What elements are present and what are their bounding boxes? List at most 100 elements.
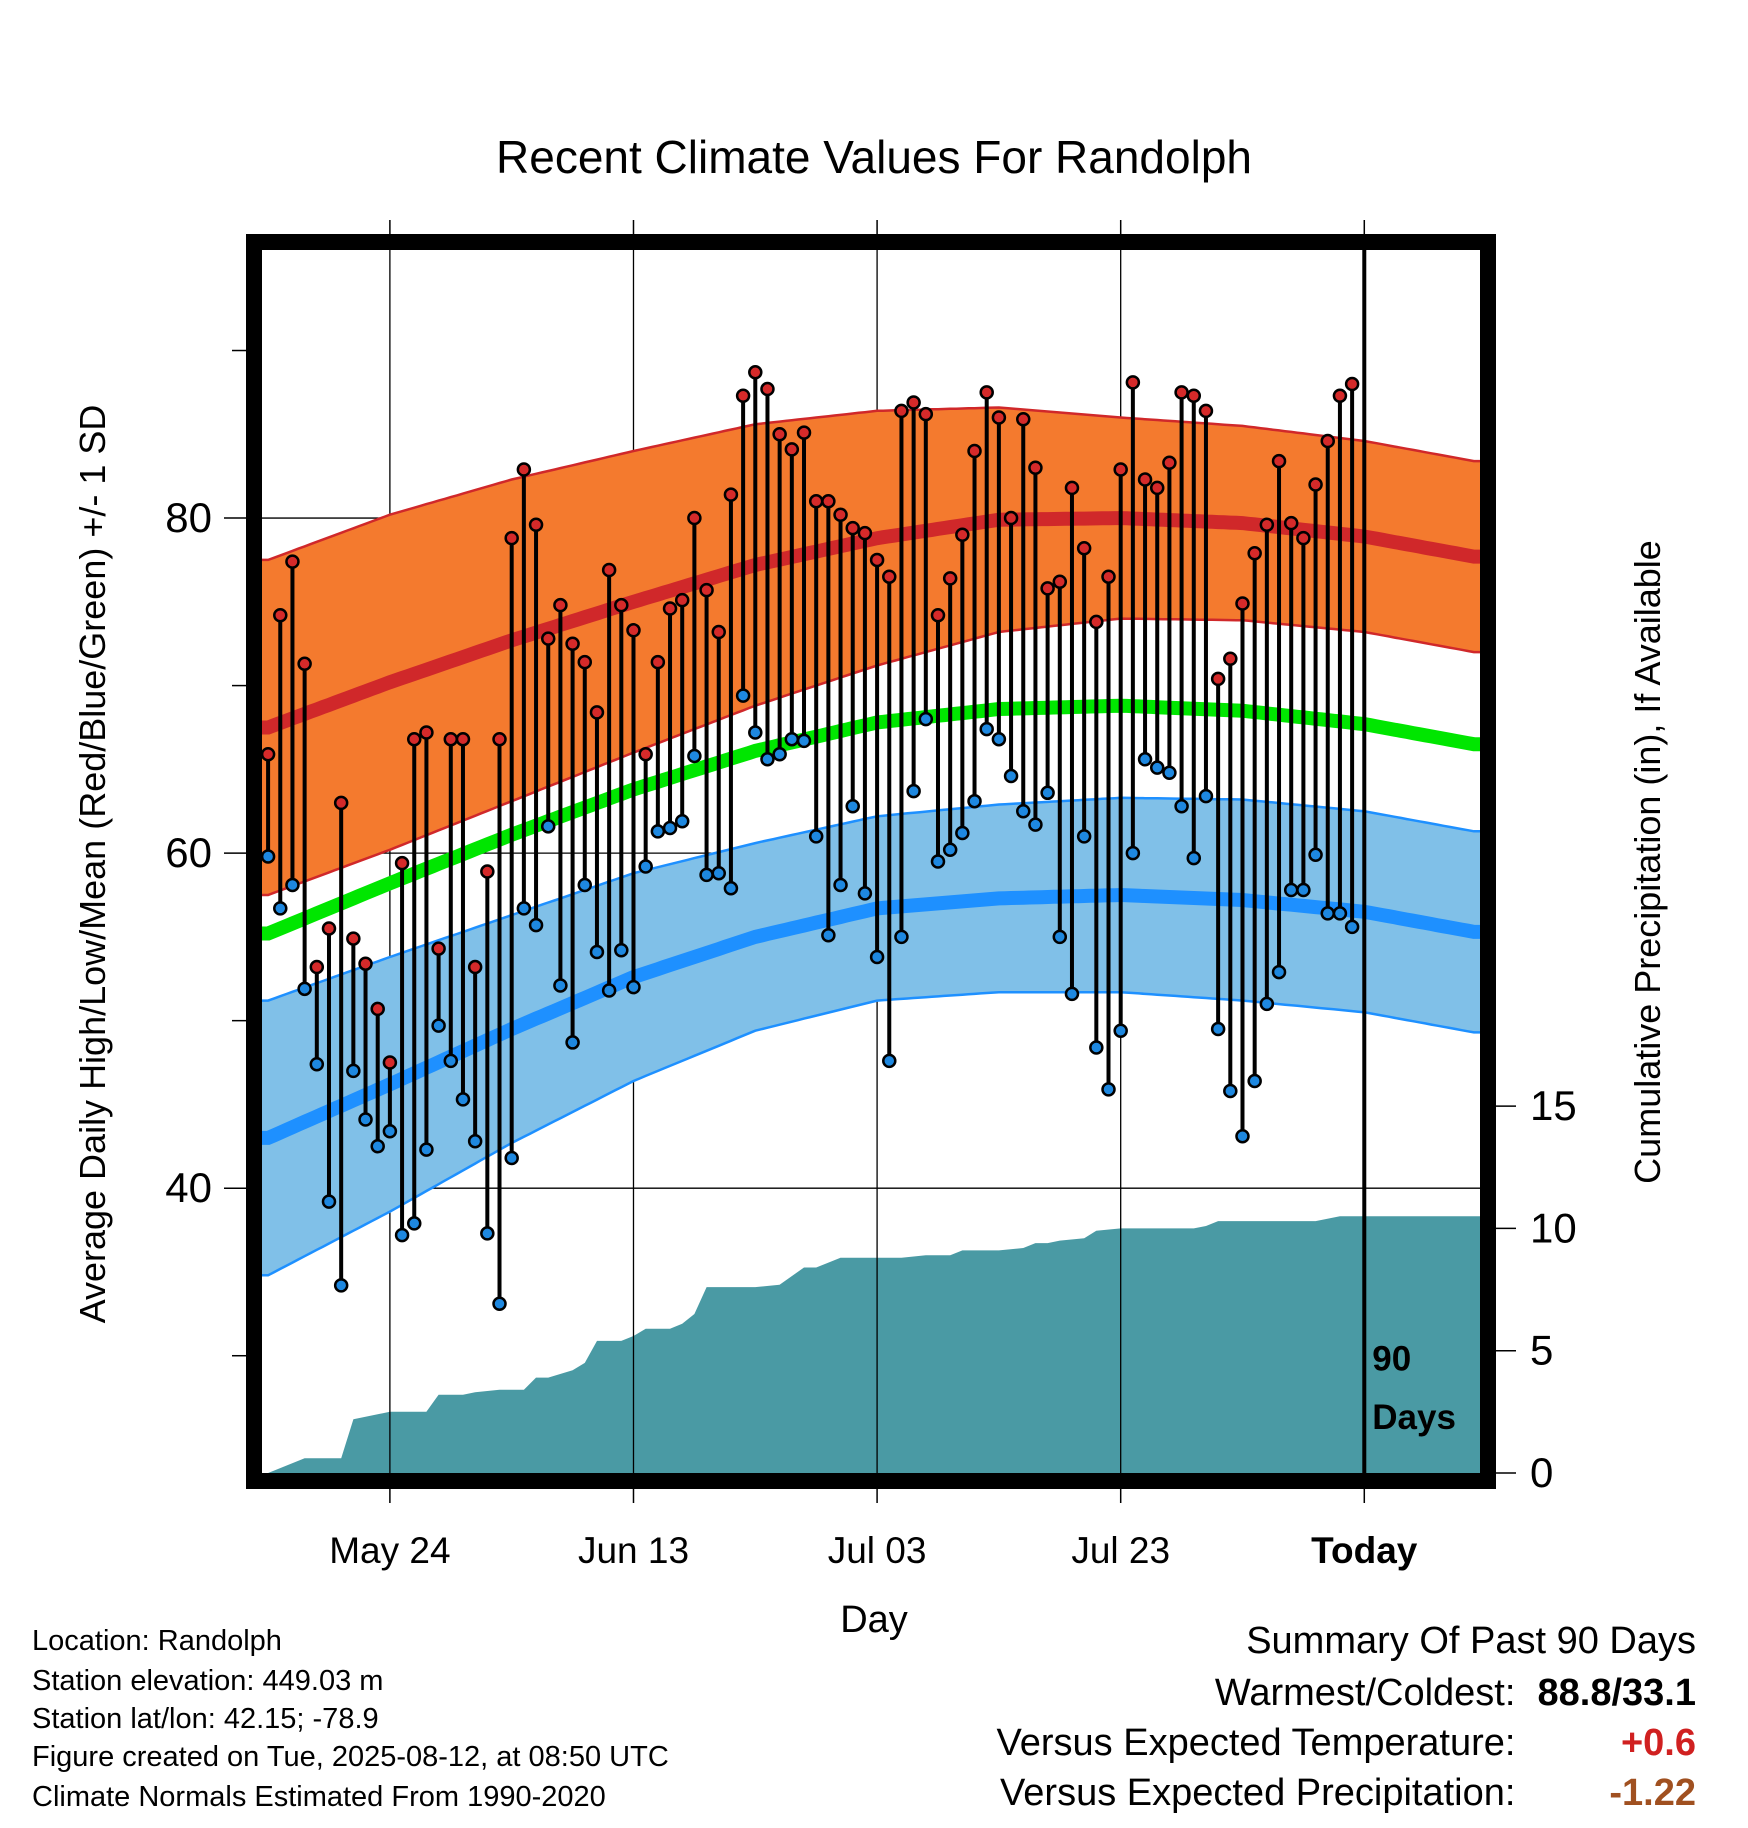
daily-low-point: [419, 1142, 434, 1157]
daily-high-point: [821, 494, 836, 509]
daily-low-point: [955, 825, 970, 841]
daily-high-point: [407, 731, 422, 747]
daily-low-point: [443, 1053, 459, 1069]
daily-high-point: [1296, 530, 1311, 546]
daily-high-point: [455, 731, 471, 747]
daily-high-point: [967, 443, 982, 459]
daily-low-point: [1320, 906, 1335, 921]
daily-low-point: [321, 1194, 337, 1209]
daily-low-point: [1174, 798, 1189, 814]
daily-low-point: [1040, 785, 1055, 801]
daily-high-point: [1283, 515, 1299, 531]
daily-low-point: [601, 983, 617, 998]
daily-high-point: [1308, 477, 1323, 492]
daily-high-point: [382, 1055, 398, 1070]
daily-high-point: [808, 494, 824, 509]
daily-high-point: [772, 427, 787, 442]
summary-warm-cold: Warmest/Coldest: 88.8/33.1: [1215, 1672, 1696, 1715]
daily-high-point: [492, 731, 507, 747]
daily-low-point: [979, 721, 994, 737]
daily-low-point: [455, 1092, 471, 1107]
daily-high-point: [1040, 581, 1055, 596]
daily-high-point: [869, 552, 885, 568]
daily-high-point: [540, 631, 556, 646]
y2-tick-label: 15: [1530, 1082, 1577, 1129]
daily-high-point: [735, 388, 751, 404]
daily-low-point: [918, 711, 934, 727]
daily-low-point: [565, 1035, 580, 1050]
daily-low-point: [735, 688, 751, 703]
daily-low-point: [1162, 765, 1177, 780]
daily-high-point: [1198, 403, 1214, 419]
daily-low-point: [540, 819, 556, 834]
daily-low-point: [394, 1227, 410, 1243]
daily-low-point: [638, 859, 653, 874]
daily-high-point: [906, 395, 921, 410]
y-tick-label: 60: [165, 829, 212, 876]
daily-high-point: [942, 571, 958, 586]
high-band-lower-edge: [262, 617, 1480, 897]
daily-low-point: [1101, 1082, 1116, 1097]
daily-low-point: [1003, 768, 1019, 784]
daily-high-point: [358, 956, 373, 971]
daily-low-point: [1332, 906, 1348, 921]
daily-low-point: [760, 752, 775, 767]
daily-high-point: [1101, 569, 1116, 584]
daily-high-point: [443, 731, 459, 747]
x-tick-label: Today: [1311, 1530, 1418, 1571]
daily-high-point: [699, 582, 714, 598]
daily-low-point: [1247, 1073, 1262, 1089]
daily-low-point: [845, 798, 860, 814]
daily-low-point: [273, 901, 288, 916]
daily-low-point: [833, 877, 848, 893]
daily-low-point: [772, 747, 787, 762]
daily-low-point: [1137, 752, 1153, 767]
daily-high-point: [262, 747, 276, 762]
high-temp-sd-band: [262, 407, 1480, 895]
daily-low-point: [297, 981, 312, 997]
daily-low-point: [553, 978, 568, 993]
daily-high-point: [516, 462, 532, 477]
daily-low-point: [467, 1134, 483, 1149]
daily-high-point: [1247, 545, 1262, 561]
daily-high-point: [504, 530, 519, 546]
daily-low-point: [309, 1056, 325, 1072]
low-temp-sd-band: [262, 797, 1480, 1276]
daily-high-point: [601, 562, 617, 578]
daily-high-point: [1016, 411, 1031, 427]
today-label-number: 90: [1372, 1339, 1411, 1378]
daily-low-point: [808, 829, 824, 844]
daily-low-point: [382, 1123, 398, 1139]
temp-value: +0.6: [1620, 1722, 1696, 1764]
daily-high-point: [796, 425, 812, 440]
daily-low-point: [1296, 882, 1311, 898]
daily-high-point: [955, 527, 970, 543]
daily-high-point: [1332, 388, 1348, 404]
daily-low-point: [650, 824, 666, 839]
daily-high-point: [748, 365, 763, 380]
daily-low-point: [821, 927, 836, 943]
normal-high-line: [262, 511, 1480, 735]
daily-high-point: [723, 487, 739, 502]
daily-high-point: [894, 403, 909, 419]
created-text: Figure created on Tue, 2025-08-12, at 08…: [32, 1741, 669, 1773]
high-band-upper-edge: [262, 406, 1480, 562]
precipitation-area: [262, 1216, 1480, 1473]
daily-low-point: [1198, 788, 1214, 804]
daily-low-point: [967, 793, 982, 809]
y-tick-label: 80: [165, 494, 212, 541]
latlon-text: Station lat/lon: 42.15; -78.9: [32, 1703, 379, 1735]
daily-low-point: [333, 1278, 349, 1293]
x-axis-label: Day: [840, 1599, 908, 1641]
daily-high-point: [565, 636, 580, 651]
daily-high-point: [882, 569, 897, 584]
daily-low-point: [370, 1139, 385, 1154]
warm-cold-value: 88.8/33.1: [1537, 1672, 1696, 1714]
normal-mean-line: [262, 698, 1480, 941]
daily-low-point: [1271, 964, 1287, 980]
daily-high-point: [1259, 517, 1275, 533]
daily-high-point: [1235, 596, 1250, 611]
daily-low-point: [1125, 845, 1141, 861]
summary-precip: Versus Expected Precipitation: -1.22: [1000, 1772, 1696, 1815]
